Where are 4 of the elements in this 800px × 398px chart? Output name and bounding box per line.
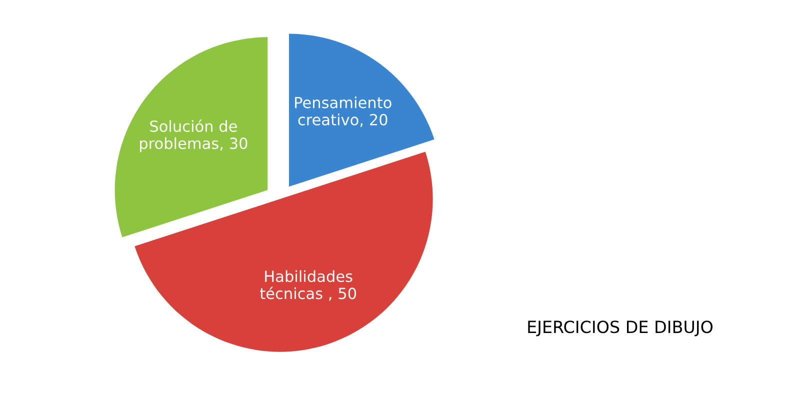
slice-label: Solución de problemas, 30 <box>140 120 248 152</box>
slice-label: Habilidades técnicas , 50 <box>260 270 356 301</box>
text: EJERCICIOS DE DIBUJO <box>528 320 713 336</box>
slice-label: Pensamiento creativo, 20 <box>295 96 392 127</box>
